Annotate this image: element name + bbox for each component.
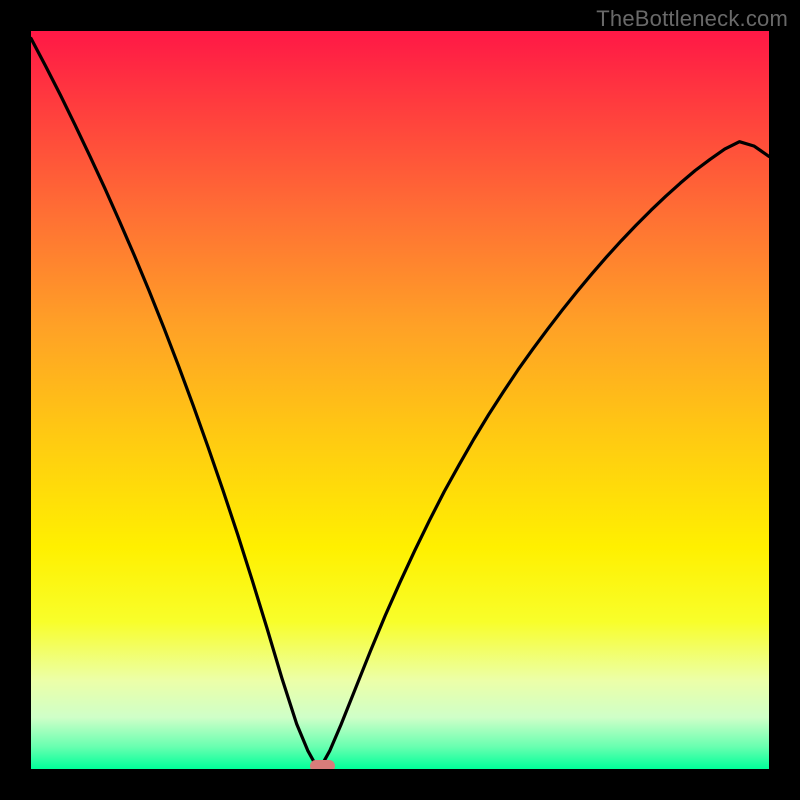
chart-frame: TheBottleneck.com [0,0,800,800]
watermark-text: TheBottleneck.com [596,6,788,32]
plot-area [31,31,769,769]
optimal-point-marker [310,760,335,769]
curve-path [31,38,769,767]
bottleneck-curve [31,31,769,769]
